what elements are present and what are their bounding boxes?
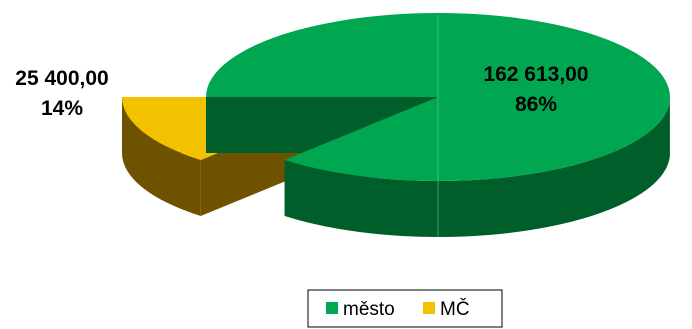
legend-label-mesto: město bbox=[343, 299, 395, 320]
legend-label-mc: MČ bbox=[440, 298, 470, 320]
legend-frame bbox=[307, 289, 503, 328]
legend-swatch-mesto bbox=[326, 302, 338, 314]
pie-slices bbox=[122, 12, 670, 237]
slice-side-0 bbox=[284, 99, 670, 237]
slice-outer-wall-0-1 bbox=[284, 99, 670, 237]
slice-label-mesto: 162 613,00 86% bbox=[483, 63, 588, 116]
slice-label-mc: 25 400,00 14% bbox=[15, 67, 108, 120]
legend: město MČ bbox=[307, 289, 503, 328]
slice-value-label-mesto: 162 613,00 bbox=[483, 63, 588, 86]
legend-swatch-mc bbox=[423, 302, 435, 314]
slice-percent-label-mc: 14% bbox=[41, 97, 83, 120]
slice-percent-label-mesto: 86% bbox=[515, 93, 557, 116]
slice-outer-wall-1-0 bbox=[122, 97, 201, 217]
slice-value-label-mc: 25 400,00 bbox=[15, 67, 108, 90]
